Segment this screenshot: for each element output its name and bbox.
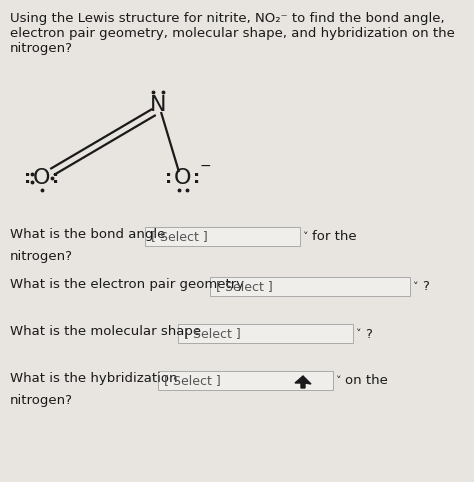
FancyBboxPatch shape <box>145 227 300 246</box>
Text: What is the electron pair geometry: What is the electron pair geometry <box>10 278 244 291</box>
Text: electron pair geometry, molecular shape, and hybridization on the: electron pair geometry, molecular shape,… <box>10 27 455 40</box>
Text: on the: on the <box>345 375 388 388</box>
Text: nitrogen?: nitrogen? <box>10 394 73 407</box>
Text: ?: ? <box>422 281 429 294</box>
Text: [ Select ]: [ Select ] <box>184 327 241 340</box>
FancyBboxPatch shape <box>210 277 410 296</box>
FancyBboxPatch shape <box>158 371 333 390</box>
Text: :: : <box>193 169 201 187</box>
Text: ˅: ˅ <box>413 282 419 292</box>
Text: ˅: ˅ <box>356 329 362 339</box>
Text: N: N <box>150 95 166 115</box>
Text: nitrogen?: nitrogen? <box>10 250 73 263</box>
Text: O: O <box>174 168 192 188</box>
Polygon shape <box>295 376 311 388</box>
Text: ˅: ˅ <box>336 376 342 386</box>
Text: nitrogen?: nitrogen? <box>10 42 73 55</box>
Text: ˅: ˅ <box>303 232 309 242</box>
Text: [ Select ]: [ Select ] <box>151 230 208 243</box>
Text: :: : <box>25 169 32 187</box>
Text: ?: ? <box>365 327 372 340</box>
Text: :: : <box>165 169 173 187</box>
Text: for the: for the <box>312 230 356 243</box>
Text: What is the hybridization: What is the hybridization <box>10 372 177 385</box>
Text: What is the molecular shape: What is the molecular shape <box>10 325 201 338</box>
FancyBboxPatch shape <box>178 324 353 343</box>
Text: [ Select ]: [ Select ] <box>216 281 273 294</box>
Text: O: O <box>33 168 51 188</box>
Text: What is the bond angle: What is the bond angle <box>10 228 165 241</box>
Text: [ Select ]: [ Select ] <box>164 375 221 388</box>
Text: Using the Lewis structure for nitrite, NO₂⁻ to find the bond angle,: Using the Lewis structure for nitrite, N… <box>10 12 445 25</box>
Text: :: : <box>53 169 60 187</box>
Text: −: − <box>199 159 211 173</box>
